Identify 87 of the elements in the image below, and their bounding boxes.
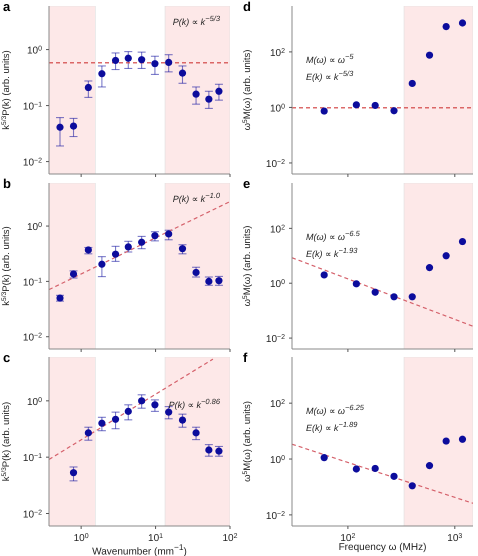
point [84,84,92,92]
annotation: M(ω) ∝ ω$^{−6.25}$ [306,402,364,418]
chart-title: b [3,176,11,191]
point [408,482,416,490]
point [408,293,416,300]
point [112,56,120,64]
point [98,420,106,427]
y-tick-label: 10$^{−2}$ [266,334,286,346]
point [442,23,450,30]
annotation: E(k) ∝ k$^{−5/3}$ [306,68,354,84]
point [192,90,200,98]
point [426,462,434,470]
chart-title: f [243,350,248,365]
y-tick-label: 10$^{−2}$ [22,332,42,344]
point [124,243,132,251]
y-tick-label: 10$^{−1}$ [22,452,42,464]
point [165,58,172,66]
chart-title: c [3,350,10,365]
point [70,122,78,130]
y-tick-label: 10$^{−1}$ [22,101,42,113]
point [390,472,398,480]
point [390,107,398,114]
point [151,401,159,408]
point [352,101,360,108]
y-tick-label: 10$^{2}$ [270,224,286,236]
point [352,465,360,473]
y-tick-label: 10$^{−1}$ [22,276,42,288]
point [442,252,450,260]
point [192,429,200,436]
y-tick-label: 10$^{0}$ [26,222,42,234]
point [372,464,379,472]
annotation: M(ω) ∝ ω$^{−5}$ [306,51,354,67]
point [151,60,159,68]
point [112,416,120,423]
point [98,260,106,268]
x-axis-title: Wavenumber (mm$^{−1}$) [92,542,187,556]
point [138,56,146,64]
point [70,469,78,476]
y-tick-label: 10$^{−2}$ [266,158,286,170]
annotation: P(k) ∝ k$^{−0.86}$ [168,396,220,412]
x-tick-label: 10$^{2}$ [222,532,238,544]
y-tick-label: 10$^{0}$ [26,396,42,408]
y-tick-label: 10$^{0}$ [270,102,286,114]
point [138,238,146,246]
point [178,416,186,424]
point [352,280,360,288]
annotation: E(k) ∝ k$^{−1.89}$ [306,419,358,435]
point [426,52,434,59]
point [390,293,398,300]
point [124,408,132,415]
point [178,70,186,77]
point [408,80,416,88]
annotation: P(k) ∝ k$^{−5/3}$ [172,13,220,29]
y-tick-label: 10$^{0}$ [26,45,42,57]
point [124,54,132,62]
point [165,408,172,416]
annotation: P(k) ∝ k$^{−1.0}$ [172,190,220,206]
y-tick-label: 10$^{−2}$ [22,509,42,521]
point [84,429,92,436]
x-tick-label: 10$^{0}$ [74,532,89,544]
point [138,397,146,404]
point [442,437,450,445]
y-tick-label: 10$^{−2}$ [22,157,42,169]
point [112,250,120,258]
x-tick-label: 10$^{1}$ [148,532,164,544]
annotation: M(ω) ∝ ω$^{−6.5}$ [306,228,360,244]
point [372,102,379,110]
y-tick-label: 10$^{0}$ [270,454,286,466]
x-axis-title: Frequency ω (MHz) [338,542,426,553]
point [98,70,106,78]
y-tick-label: 10$^{0}$ [270,278,286,290]
chart-title: d [243,0,251,14]
y-tick-label: 10$^{2}$ [270,47,286,59]
y-tick-label: 10$^{2}$ [270,398,286,410]
chart-title: a [3,0,10,14]
point [165,230,172,238]
point [426,264,434,272]
point [192,268,200,276]
point [56,124,64,131]
chart-title: e [243,176,250,191]
annotation: E(k) ∝ k$^{−1.93}$ [306,245,358,261]
point [205,96,212,103]
point [372,288,379,296]
x-tick-label: 10$^{3}$ [447,532,462,544]
point [151,232,159,240]
x-tick-label: 10$^{2}$ [340,532,356,544]
y-tick-label: 10$^{−2}$ [266,510,286,522]
